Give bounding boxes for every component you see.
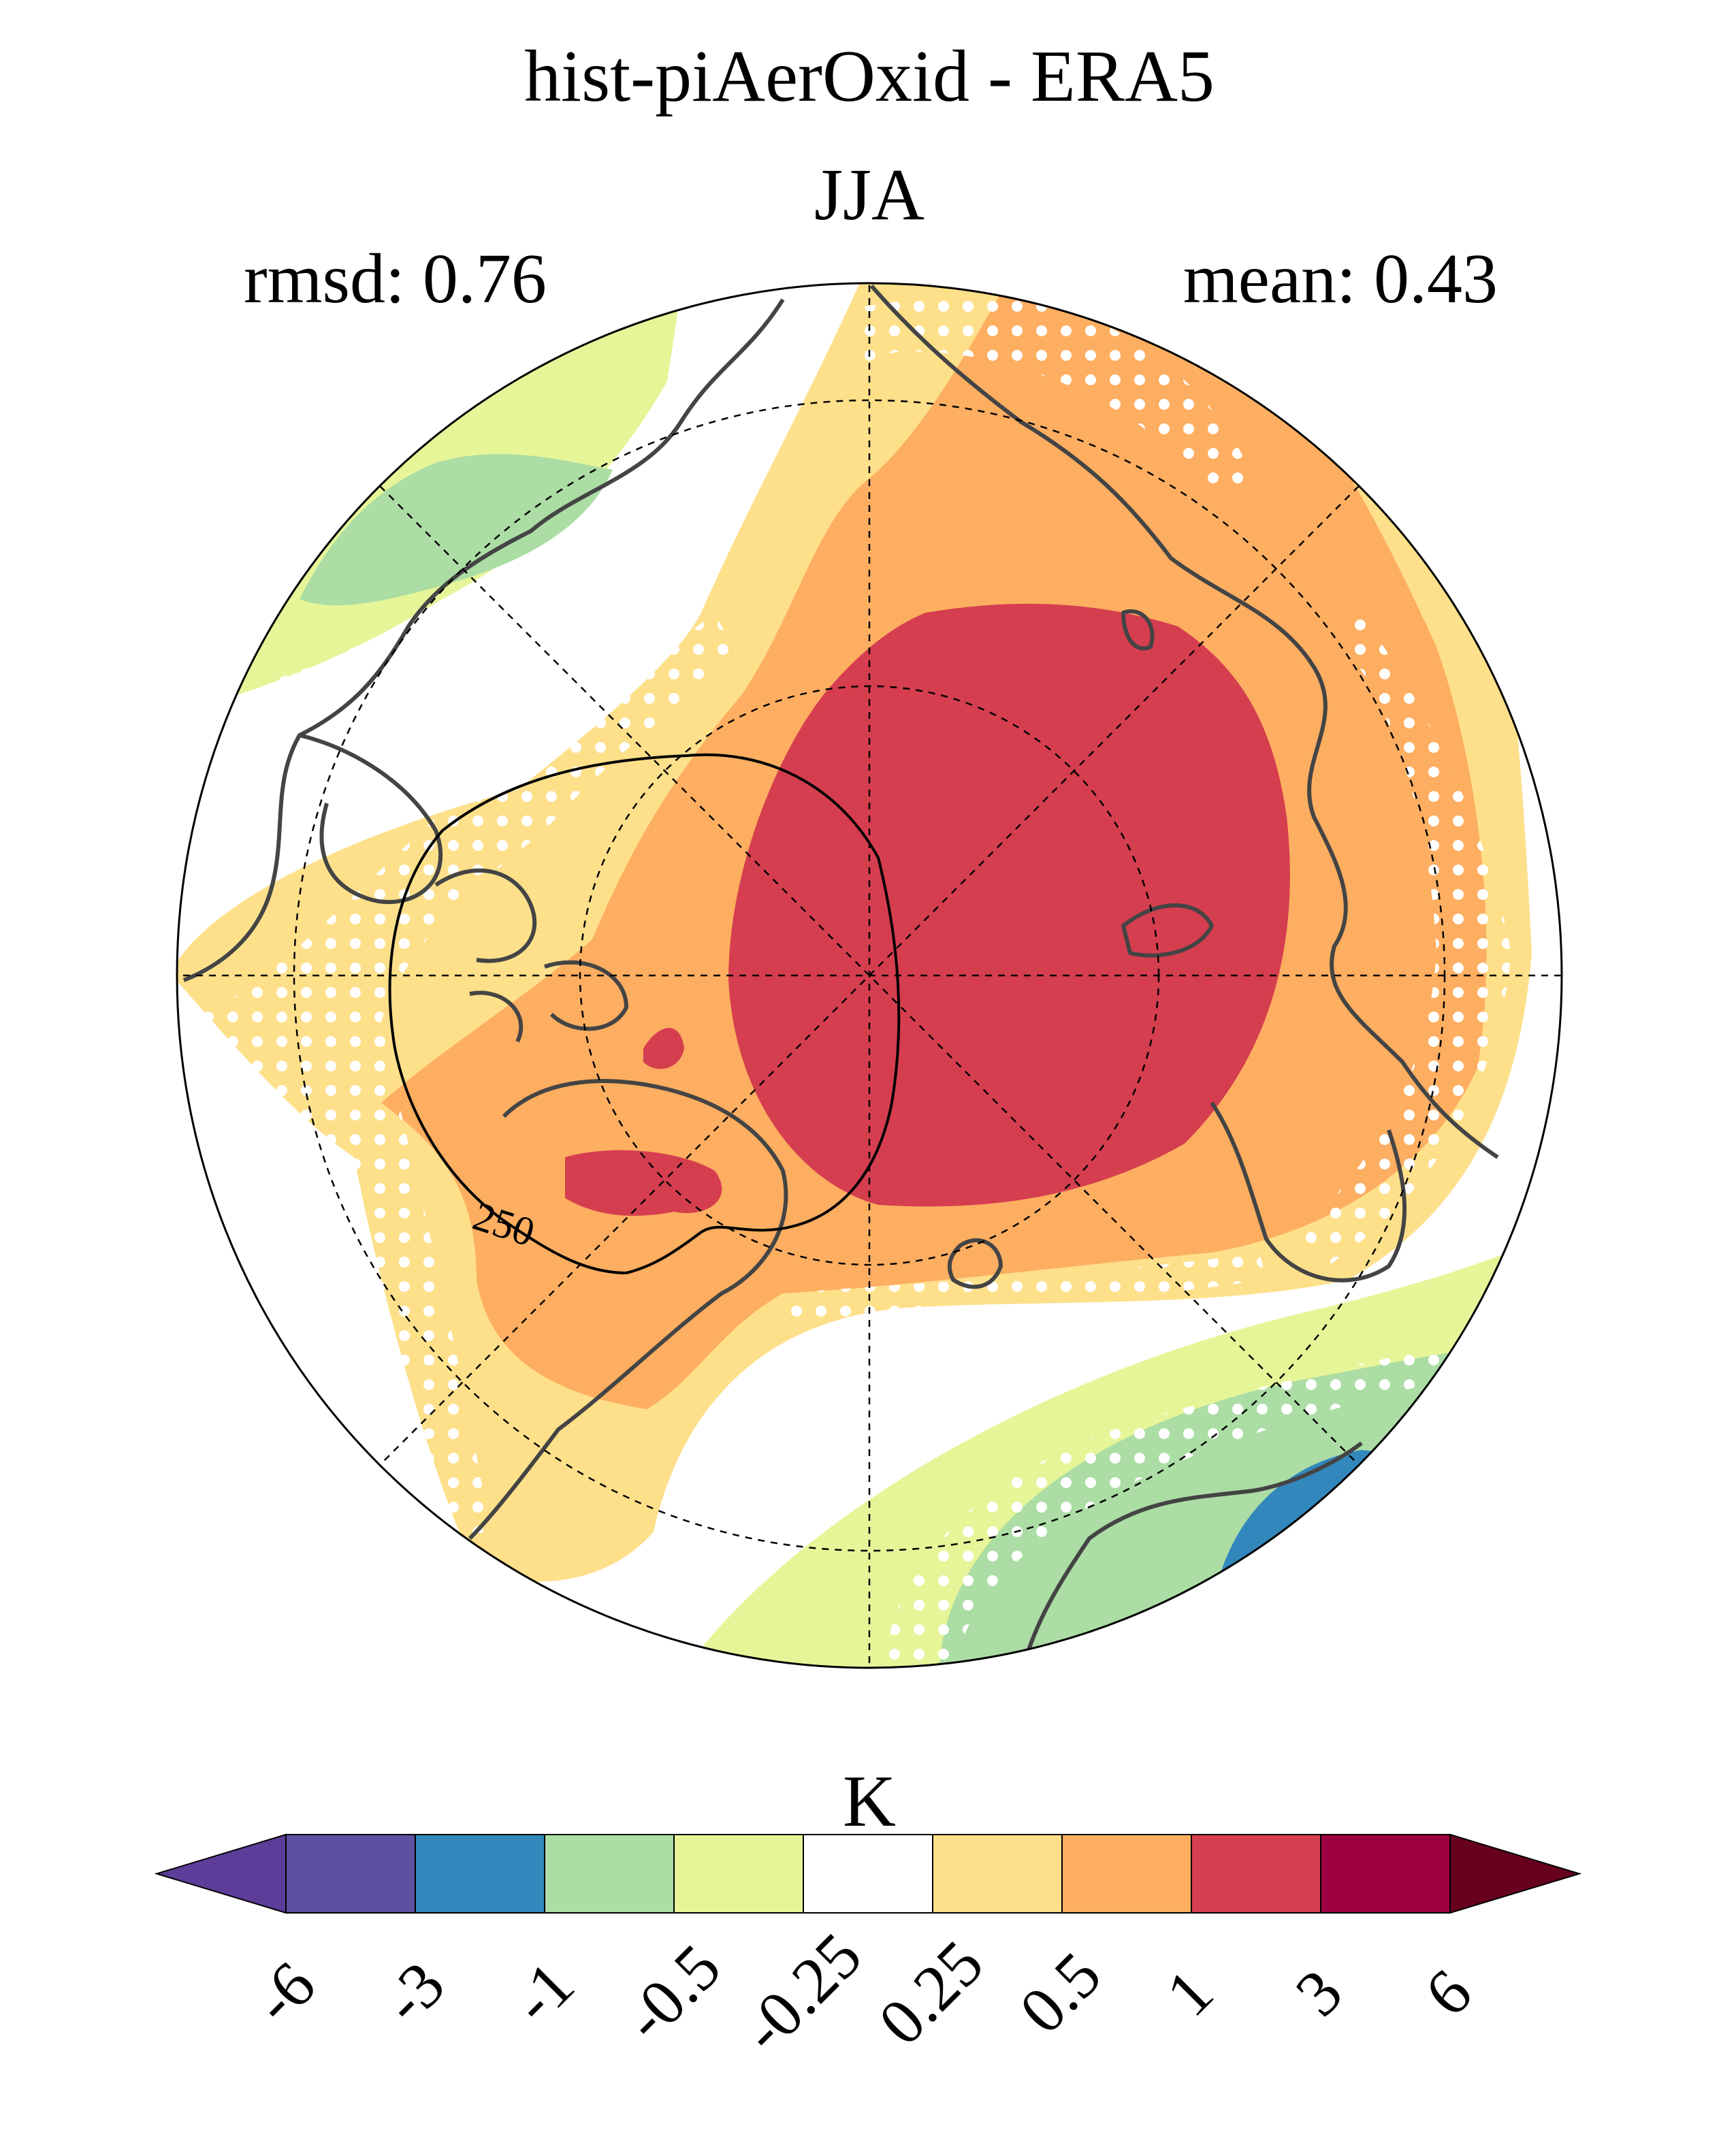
colorbar-box [1191,1834,1321,1914]
colorbar [154,1833,1582,1914]
coastline-north-america [182,298,785,982]
colorbar-box [673,1834,804,1914]
coastline-eurasia [869,285,1499,1159]
stipple-lower-band [783,1253,1266,1321]
colorbar-box [1061,1834,1192,1914]
graticule [177,283,1562,1668]
coastline-greenland [468,1079,788,1540]
colorbar-tick-labels: -6 -3 -1 -0.5-0.250.25 0.5 1 3 6 [239,1918,1485,2066]
colorbar-box [415,1834,545,1914]
colorbar-box [285,1834,416,1914]
stipple-upper-left [238,381,694,735]
colorbar-tick-label: -6 [239,1948,329,2037]
colorbar-box [803,1834,933,1914]
coastline-hudson-bay [299,733,443,905]
colorbar-tick-label: 6 [1411,1955,1485,2030]
colorbar-unit-label: K [843,1761,896,1842]
coastline-novaya-zemlya [1121,903,1214,958]
colorbar-tick-label: 0.5 [1006,1938,1115,2048]
stipple-right [1293,613,1511,1266]
field-area-green-upper-left [300,454,613,606]
colorbar-tick-label: -1 [498,1948,588,2037]
colorbar-extend-low [154,1833,287,1914]
colorbar-tick-label: 3 [1281,1955,1356,2030]
colorbar-tick-label: 1 [1152,1955,1227,2030]
coastlines [182,285,1499,1668]
field-area-red-islet [643,1028,684,1069]
colorbar-extend-high [1449,1833,1582,1914]
colorbar-box [1320,1834,1451,1914]
mean-label: mean: 0.43 [1183,240,1498,318]
coastline-europe-south [1019,1441,1363,1668]
map-border [176,282,1563,1669]
colorbar-box [544,1834,675,1914]
polar-map [177,283,1562,1668]
colorbar-tick-label: -3 [368,1948,458,2037]
coastline-svalbard [947,1238,1003,1289]
rmsd-label: rmsd: 0.76 [244,240,547,318]
field-area-red-lobe [565,1150,722,1216]
coastline-severnaya [1121,609,1155,651]
contour-250 [388,753,901,1275]
map-subtitle: JJA [814,155,925,236]
stipple-left-arc [177,613,735,1538]
coastline-scandinavia [1210,1101,1407,1282]
map-title: hist-piAerOxid - ERA5 [524,36,1215,117]
colorbar-tick-label: -0.5 [609,1930,734,2054]
colorbar-tick-label: 0.25 [865,1926,997,2059]
colorbar-box [932,1834,1063,1914]
stipple-upper-right [865,286,1253,504]
colorbar-tick-label: -0.25 [727,1918,875,2066]
